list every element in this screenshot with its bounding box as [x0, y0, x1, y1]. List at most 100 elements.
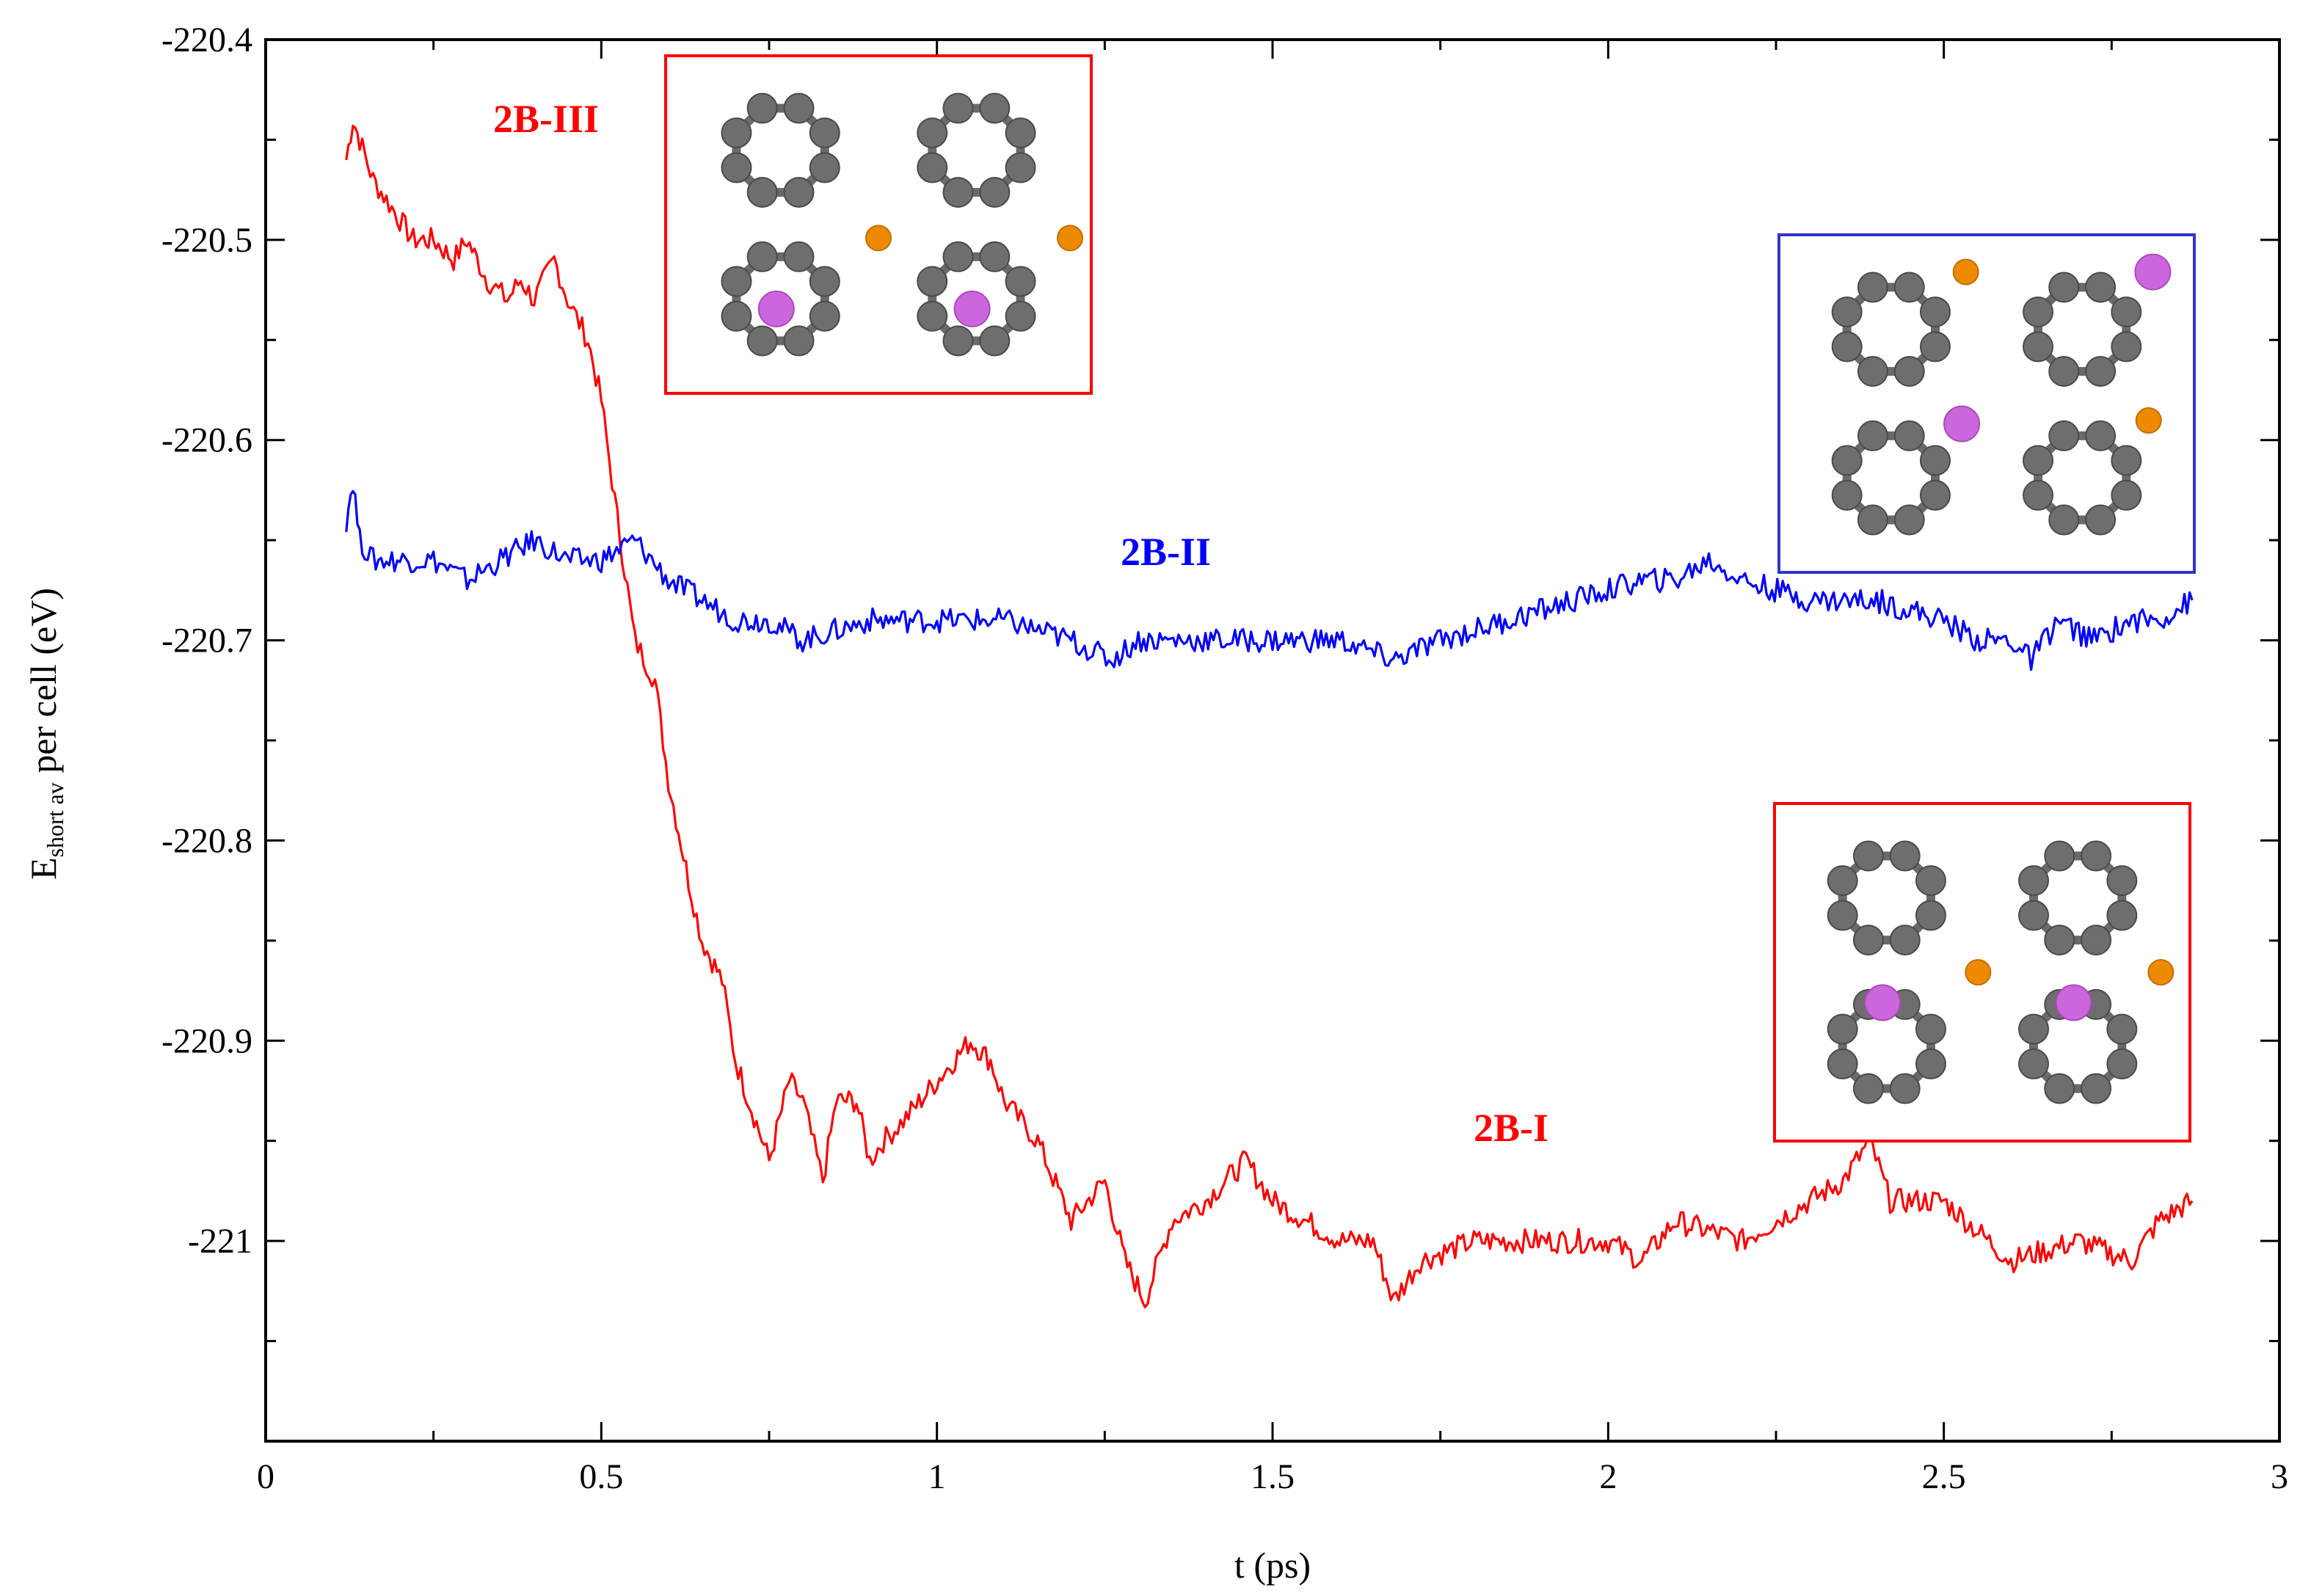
carbon-atom — [783, 177, 815, 208]
purple-atom — [2055, 984, 2092, 1021]
annotation-2b-iii: 2B-III — [493, 97, 599, 141]
carbon-atom — [979, 177, 1011, 208]
carbon-atom — [1889, 925, 1921, 956]
carbon-atom — [2106, 1013, 2138, 1045]
carbon-atom — [1857, 356, 1888, 387]
carbon-atom — [1827, 1048, 1858, 1079]
x-tick-label: 2.5 — [1922, 1457, 1966, 1496]
carbon-atom — [2018, 900, 2050, 931]
purple-atom — [2134, 253, 2172, 291]
y-axis-ticks: -220.4 -220.5 -220.6 -220.7 -220.8 -220.9 -221 — [161, 21, 2279, 1343]
carbon-atom — [2018, 1048, 2050, 1079]
y-tick-label: -220.9 — [161, 1021, 252, 1060]
y-axis-label-rest: per cell (eV) — [23, 588, 64, 782]
y-tick-label: -220.7 — [161, 622, 252, 660]
carbon-atom — [2081, 840, 2112, 872]
y-tick-label: -220.6 — [161, 421, 252, 460]
carbon-atom — [783, 325, 815, 357]
carbon-atom — [746, 177, 778, 208]
carbon-atom — [1005, 300, 1036, 332]
x-tick-label: 1.5 — [1251, 1457, 1295, 1496]
carbon-atom — [746, 92, 778, 124]
carbon-atom — [1827, 1013, 1858, 1045]
carbon-atom — [721, 300, 752, 332]
carbon-atom — [1857, 504, 1888, 536]
carbon-atom — [1889, 1073, 1921, 1104]
series-line-2b-iii — [345, 124, 2194, 1309]
carbon-atom — [2018, 865, 2050, 897]
inset-structure-2b-ii — [1777, 233, 2196, 574]
carbon-atom — [746, 241, 778, 272]
carbon-atom — [1893, 272, 1925, 303]
carbon-atom — [2085, 272, 2117, 303]
purple-atom — [757, 291, 795, 327]
carbon-atom — [917, 266, 948, 297]
carbon-atom — [2111, 296, 2142, 328]
orange-atom — [2147, 959, 2175, 985]
carbon-atom — [809, 117, 840, 149]
orange-atom — [2135, 407, 2162, 434]
purple-atom — [953, 291, 991, 327]
x-axis-ticks: 0 0.5 1 1.5 2 2.5 3 — [257, 40, 2288, 1496]
annotation-2b-i: 2B-I — [1474, 1106, 1549, 1150]
carbon-atom — [2023, 296, 2054, 328]
carbon-atom — [2044, 1073, 2075, 1104]
carbon-atom — [2018, 1013, 2050, 1045]
carbon-atom — [2106, 1048, 2138, 1079]
carbon-atom — [942, 325, 974, 357]
carbon-atom — [1857, 272, 1888, 303]
carbon-atom — [1831, 479, 1863, 511]
inset-structure-2b-iii — [664, 54, 1093, 395]
x-axis-label: t (ps) — [1234, 1545, 1311, 1586]
orange-atom — [865, 225, 892, 252]
carbon-atom — [809, 152, 840, 183]
y-axis-label: Eshort av per cell (eV) — [23, 588, 68, 880]
carbon-atom — [1915, 1048, 1946, 1079]
y-axis-label-subscript: short av — [42, 782, 68, 857]
carbon-atom — [1857, 420, 1888, 451]
carbon-atom — [1005, 152, 1036, 183]
carbon-atom — [942, 92, 974, 124]
inset-structure-2b-i — [1773, 802, 2191, 1143]
carbon-atom — [942, 241, 974, 272]
purple-atom — [1943, 405, 1981, 442]
carbon-atom — [2085, 504, 2117, 536]
carbon-atom — [746, 325, 778, 357]
carbon-atom — [2048, 356, 2080, 387]
carbon-atom — [809, 300, 840, 332]
carbon-atom — [2106, 865, 2138, 897]
carbon-atom — [721, 266, 752, 297]
inset-border — [664, 54, 1093, 395]
y-tick-label: -220.5 — [161, 221, 252, 260]
carbon-atom — [2085, 420, 2117, 451]
carbon-atom — [1919, 445, 1951, 476]
carbon-atom — [1852, 1073, 1884, 1104]
x-tick-label: 3 — [2271, 1457, 2288, 1496]
carbon-atom — [1831, 296, 1863, 328]
x-tick-label: 0.5 — [579, 1457, 623, 1496]
carbon-atom — [1827, 865, 1858, 897]
series-line-2b-ii — [345, 489, 2194, 671]
carbon-atom — [2111, 331, 2142, 362]
carbon-atom — [721, 117, 752, 149]
carbon-atom — [1919, 331, 1951, 362]
carbon-atom — [2081, 1073, 2112, 1104]
carbon-atom — [1915, 865, 1946, 897]
carbon-atom — [1005, 266, 1036, 297]
carbon-atom — [2111, 445, 2142, 476]
carbon-atom — [2081, 925, 2112, 956]
carbon-atom — [917, 117, 948, 149]
carbon-atom — [1893, 420, 1925, 451]
carbon-atom — [942, 177, 974, 208]
y-axis-label-main: E — [23, 857, 64, 880]
carbon-atom — [2111, 479, 2142, 511]
carbon-atom — [1831, 331, 1863, 362]
carbon-atom — [2044, 925, 2075, 956]
carbon-atom — [1005, 117, 1036, 149]
carbon-atom — [2044, 840, 2075, 872]
carbon-atom — [1827, 900, 1858, 931]
carbon-atom — [1852, 840, 1884, 872]
carbon-atom — [2023, 479, 2054, 511]
carbon-atom — [1893, 504, 1925, 536]
